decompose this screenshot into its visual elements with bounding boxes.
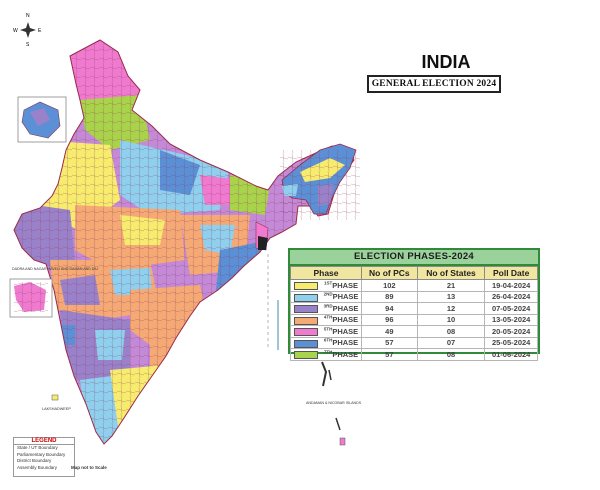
phase-ordinal: 3RD [323, 303, 333, 309]
delhi-inset [17, 96, 67, 143]
col-states: No of States [416, 266, 486, 280]
legend-item: Assembly Boundary [17, 464, 58, 470]
col-pcs: No of PCs [361, 266, 418, 280]
phase-cell: 4THPHASE [290, 313, 362, 326]
phase-cell: 6THPHASE [290, 336, 362, 349]
phase-color-swatch [293, 328, 318, 336]
phase-date-cell: 20-05-2024 [484, 325, 538, 338]
phase-color-swatch [293, 282, 318, 290]
india-outline [13, 39, 355, 445]
phase-states-cell: 12 [416, 302, 486, 315]
map-title: INDIA [421, 52, 471, 72]
compass-s: S [26, 42, 30, 48]
phase-cell: 2NDPHASE [290, 290, 362, 303]
phase-ordinal: 7TH [323, 349, 333, 355]
compass-w: W [13, 28, 18, 34]
phase-row: 4THPHASE 96 10 13-05-2024 [290, 313, 538, 326]
phase-ordinal: 2ND [323, 291, 333, 297]
phases-heading: ELECTION PHASES-2024 [290, 250, 538, 266]
legend-item: Parliamentary Boundary [17, 451, 66, 457]
election-phases-table: ELECTION PHASES-2024 Phase No of PCs No … [288, 248, 540, 361]
compass-rose: N S E W [13, 13, 42, 48]
compass-e: E [38, 28, 42, 34]
phase-cell: 1STPHASE [290, 279, 362, 292]
phase-row: 1STPHASE 102 21 19-04-2024 [290, 279, 538, 292]
phase-states-cell: 08 [416, 348, 486, 361]
phase-label: PHASE [332, 280, 359, 290]
phase-ordinal: 6TH [323, 337, 333, 343]
phase-pcs-cell: 49 [361, 325, 418, 338]
phase-label: PHASE [332, 292, 359, 302]
phase-color-swatch [293, 339, 318, 348]
map-legend: LEGEND State / UT Boundary Parliamentary… [13, 437, 75, 477]
phase-pcs-cell: 57 [361, 348, 418, 361]
phase-row: 3RDPHASE 94 12 07-05-2024 [290, 302, 538, 315]
phase-date-cell: 26-04-2024 [484, 290, 538, 303]
phase-label: PHASE [332, 303, 359, 313]
phase-states-cell: 21 [416, 279, 486, 292]
phase-label: PHASE [332, 349, 359, 359]
phase-label: PHASE [332, 338, 359, 348]
phase-states-cell: 13 [416, 290, 486, 303]
col-phase: Phase [290, 266, 362, 280]
phase-row: 5THPHASE 49 08 20-05-2024 [290, 325, 538, 338]
phase-ordinal: 1ST [323, 280, 333, 286]
map-subtitle: GENERAL ELECTION 2024 [367, 75, 501, 93]
lakshadweep-label: LAKSHADWEEP [42, 407, 71, 411]
phase-color-swatch [293, 293, 318, 302]
lakshadweep-islands: LAKSHADWEEP [42, 394, 71, 411]
dadra-label: DADRA AND NAGAR HAVELI AND DAMAN AND DIU [12, 267, 98, 271]
phase-color-swatch [293, 351, 318, 359]
legend-item: State / UT Boundary [17, 445, 58, 450]
kolkata-region [258, 236, 268, 250]
phase-date-cell: 01-06-2024 [484, 348, 538, 361]
phase-states-cell: 08 [416, 325, 486, 338]
phase-date-cell: 25-05-2024 [484, 336, 538, 349]
andaman-label: ANDAMAN & NICOBAR ISLANDS [306, 401, 362, 405]
phase-row: 6THPHASE 57 07 25-05-2024 [290, 336, 538, 349]
phase-cell: 5THPHASE [290, 325, 362, 338]
phase-pcs-cell: 102 [361, 279, 418, 292]
phase-row: 7THPHASE 57 08 01-06-2024 [290, 348, 538, 361]
phase-pcs-cell: 57 [361, 336, 418, 349]
col-date: Poll Date [484, 266, 538, 280]
compass-n: N [26, 13, 30, 19]
phase-row: 2NDPHASE 89 13 26-04-2024 [290, 290, 538, 303]
dadra-inset: DADRA AND NAGAR HAVELI AND DAMAN AND DIU [9, 267, 98, 318]
phase-cell: 7THPHASE [290, 348, 362, 361]
north-east-region [280, 143, 360, 220]
phase-states-cell: 10 [416, 313, 486, 326]
andaman-islands: ANDAMAN & NICOBAR ISLANDS [306, 361, 362, 446]
phase-date-cell: 13-05-2024 [484, 313, 538, 326]
legend-item: District Boundary [17, 458, 52, 463]
phase-pcs-cell: 94 [361, 302, 418, 315]
phase-label: PHASE [332, 315, 359, 325]
phase-pcs-cell: 96 [361, 313, 418, 326]
phase-cell: 3RDPHASE [290, 302, 362, 315]
legend-heading: LEGEND [14, 438, 74, 445]
phase-states-cell: 07 [416, 336, 486, 349]
scale-note: Map not to Scale [71, 465, 107, 470]
phase-label: PHASE [332, 326, 359, 336]
phase-color-swatch [293, 305, 318, 313]
phase-date-cell: 07-05-2024 [484, 302, 538, 315]
phase-ordinal: 5TH [323, 326, 333, 332]
phase-date-cell: 19-04-2024 [484, 279, 538, 292]
phase-color-swatch [293, 316, 318, 325]
phase-pcs-cell: 89 [361, 290, 418, 303]
phase-ordinal: 4TH [323, 314, 333, 320]
